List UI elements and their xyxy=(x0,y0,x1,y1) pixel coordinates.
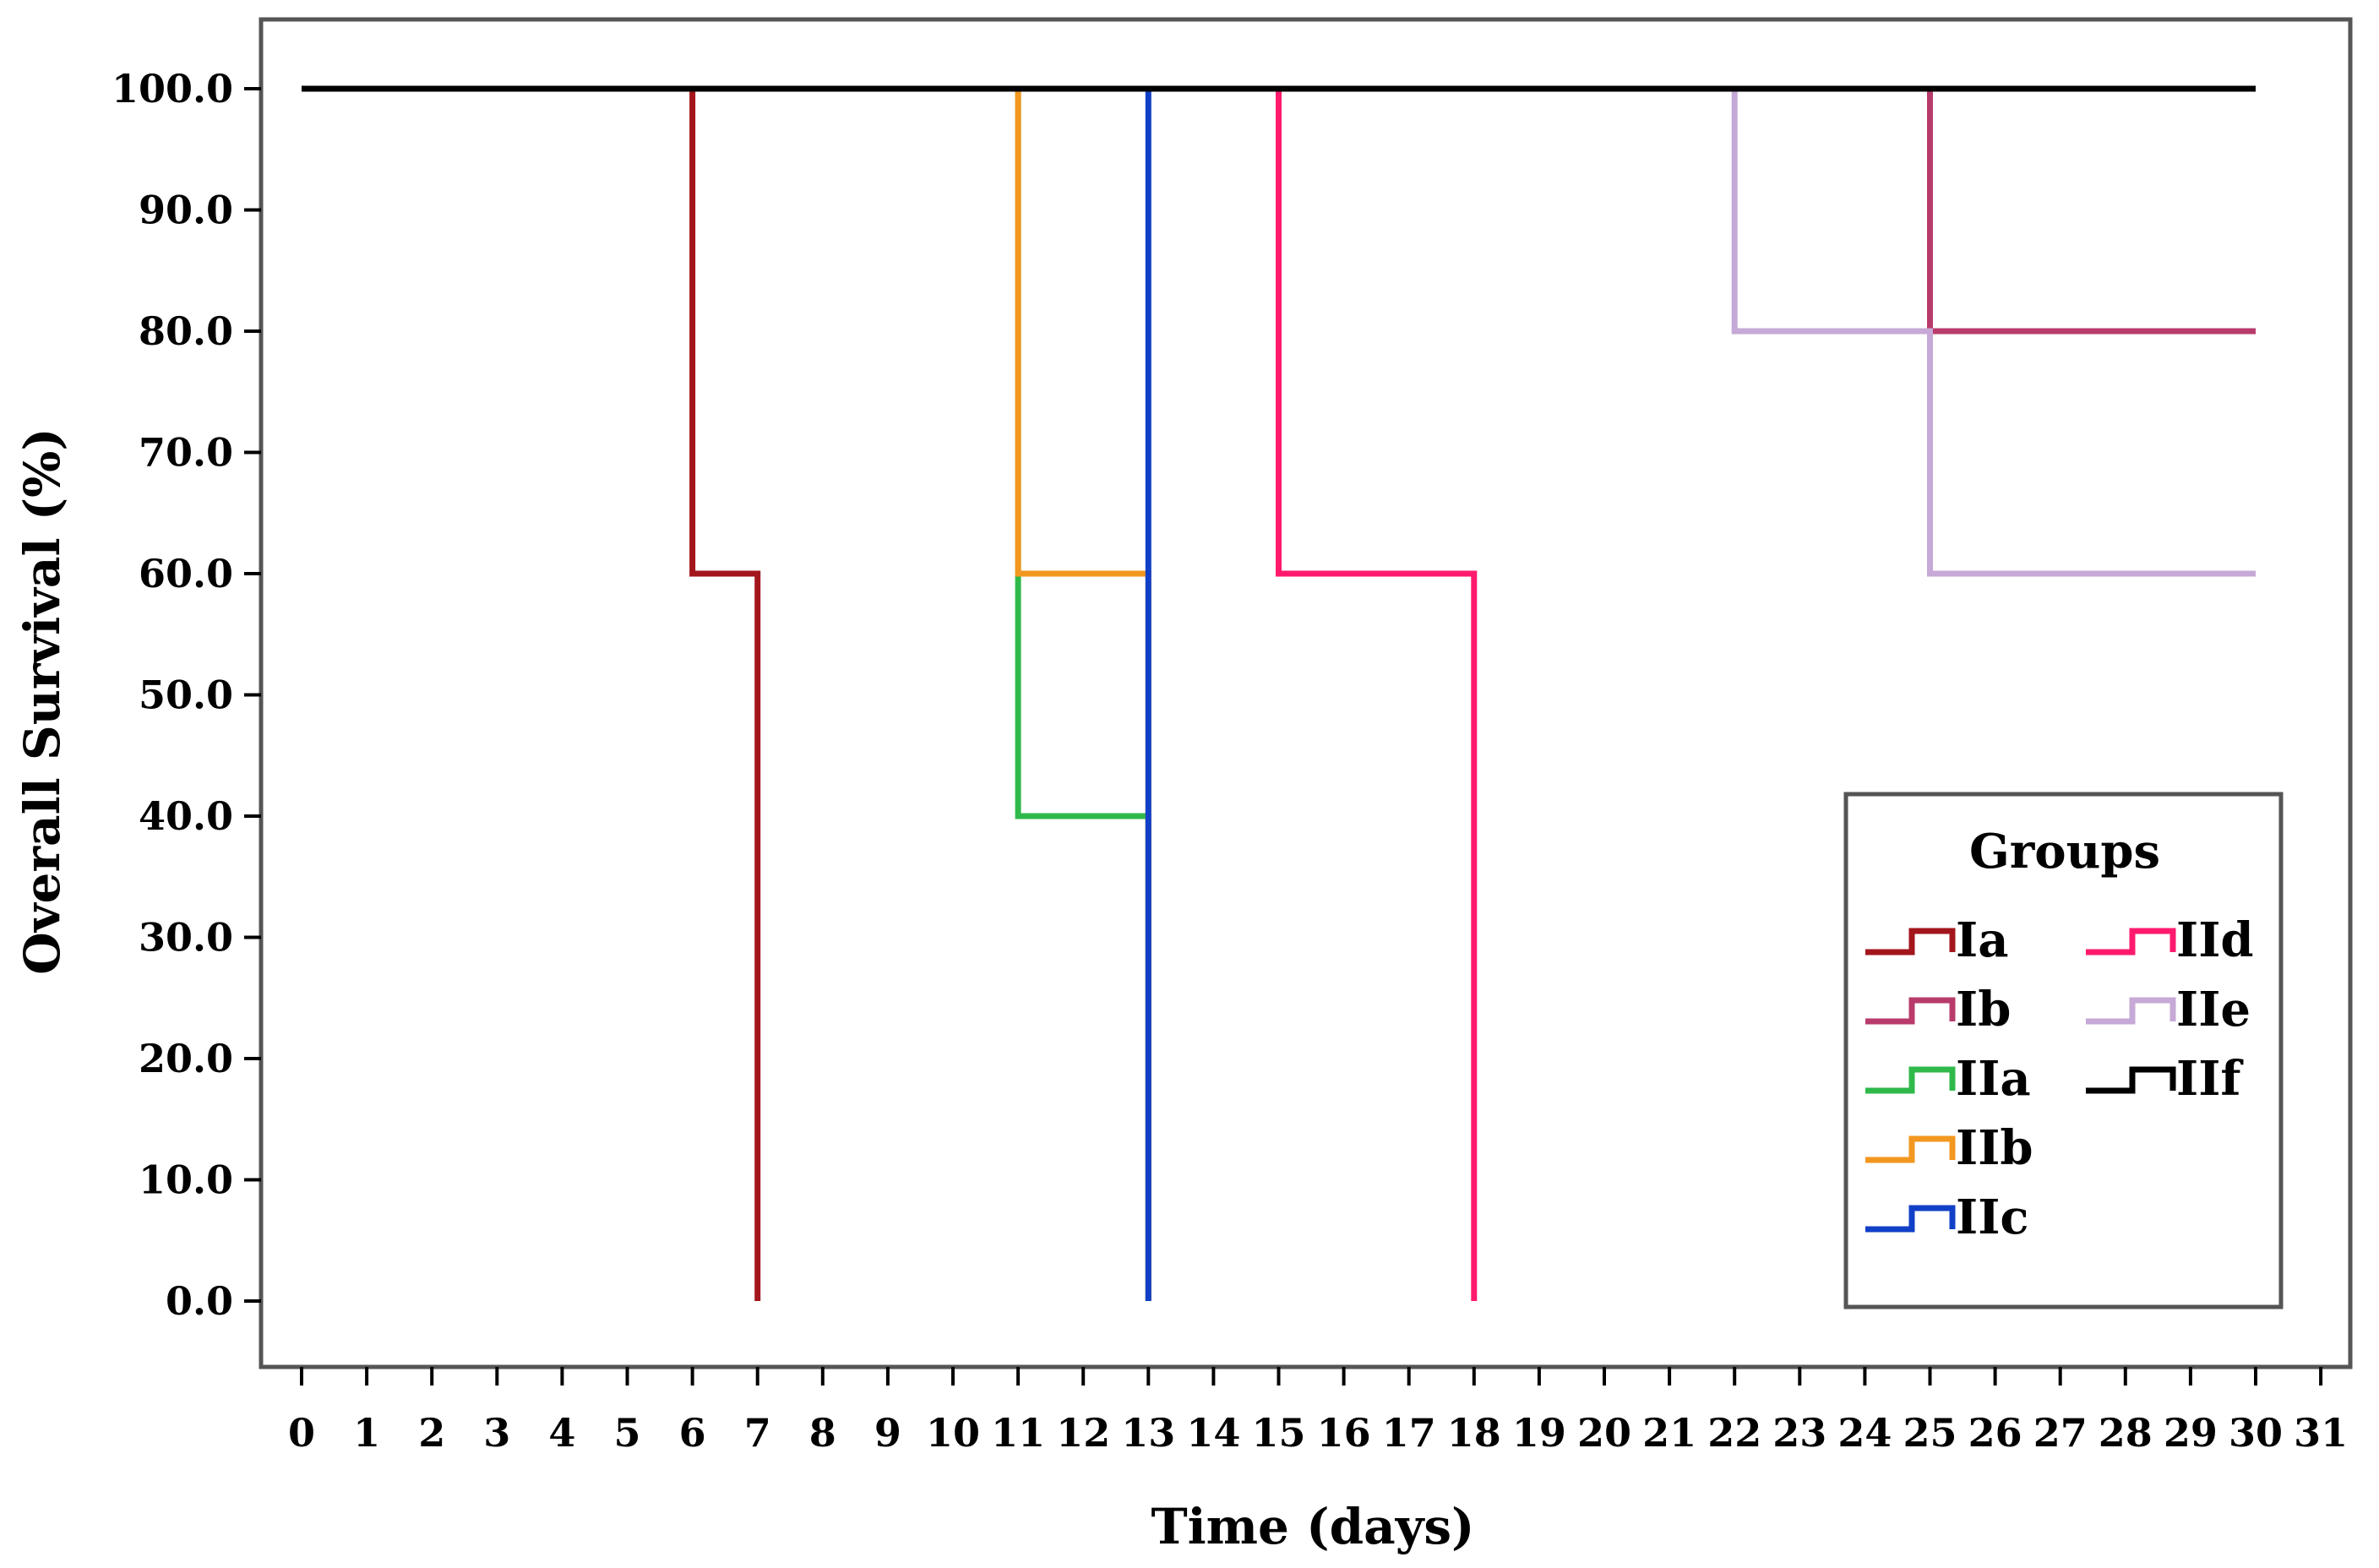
legend-swatch xyxy=(1865,1205,1956,1233)
x-tick-label: 2 xyxy=(418,1410,445,1456)
x-tick-label: 7 xyxy=(744,1410,771,1456)
legend-label: IId xyxy=(2176,912,2254,968)
legend-swatch xyxy=(1865,1135,1956,1163)
legend-swatch xyxy=(1865,928,1956,956)
x-tick-label: 10 xyxy=(926,1410,980,1456)
y-tick-label: 70.0 xyxy=(139,430,233,476)
series-group xyxy=(302,85,2256,1301)
x-tick-label: 19 xyxy=(1512,1410,1566,1456)
x-tick-label: 30 xyxy=(2229,1410,2283,1456)
x-tick-label: 3 xyxy=(483,1410,510,1456)
legend-swatch xyxy=(2086,1066,2176,1094)
x-tick-label: 1 xyxy=(353,1410,380,1456)
legend-swatch xyxy=(2086,997,2176,1025)
x-tick-label: 26 xyxy=(1968,1410,2022,1456)
y-tick-label: 10.0 xyxy=(139,1157,233,1203)
legend-label: Ia xyxy=(1956,912,2008,968)
legend-label: IIc xyxy=(1956,1190,2029,1245)
x-axis-title: Time (days) xyxy=(1151,1498,1474,1555)
x-tick-label: 13 xyxy=(1121,1410,1175,1456)
y-tick-label: 100.0 xyxy=(112,66,233,112)
x-tick-label: 11 xyxy=(991,1410,1045,1456)
y-tick-label: 90.0 xyxy=(139,188,233,233)
legend-swatch xyxy=(1865,1066,1956,1094)
legend-swatch xyxy=(1865,997,1956,1025)
legend-label: IIa xyxy=(1956,1051,2031,1107)
x-tick-label: 15 xyxy=(1251,1410,1305,1456)
y-tick-label: 30.0 xyxy=(139,915,233,961)
x-tick-label: 5 xyxy=(613,1410,640,1456)
x-tick-label: 12 xyxy=(1056,1410,1110,1456)
x-tick-label: 20 xyxy=(1577,1410,1631,1456)
legend-box xyxy=(1843,792,2284,1309)
x-tick-label: 29 xyxy=(2164,1410,2218,1456)
x-tick-label: 21 xyxy=(1642,1410,1696,1456)
x-tick-label: 9 xyxy=(874,1410,901,1456)
legend-title: Groups xyxy=(1969,824,2160,879)
legend-swatch xyxy=(2086,928,2176,956)
x-tick-label: 0 xyxy=(288,1410,315,1456)
x-tick-label: 8 xyxy=(809,1410,836,1456)
y-tick-label: 50.0 xyxy=(139,672,233,718)
x-tick-label: 27 xyxy=(2033,1410,2088,1456)
y-tick-label: 80.0 xyxy=(139,308,233,354)
legend: Groups Ia Ib IIa IIb IIc IId IIe IIf xyxy=(1843,792,2284,1309)
legend-label: IIe xyxy=(2176,982,2251,1037)
x-axis: 0 1 2 3 4 5 6 7 8 9 10 11 12 13 14 15 16 17 18 19 20 21 22 23 24… xyxy=(288,1367,2348,1456)
y-tick-label: 20.0 xyxy=(139,1036,233,1081)
y-axis-title: Overall Survival (%) xyxy=(14,427,71,974)
x-tick-label: 17 xyxy=(1382,1410,1436,1456)
y-tick-label: 60.0 xyxy=(139,551,233,596)
x-tick-label: 16 xyxy=(1317,1410,1371,1456)
x-tick-label: 23 xyxy=(1772,1410,1826,1456)
x-tick-label: 4 xyxy=(548,1410,575,1456)
y-tick-label: 40.0 xyxy=(139,793,233,839)
y-tick-label: 0.0 xyxy=(166,1278,233,1324)
legend-label: Ib xyxy=(1956,982,2011,1037)
x-tick-label: 14 xyxy=(1186,1410,1240,1456)
x-tick-label: 31 xyxy=(2294,1410,2348,1456)
x-tick-label: 6 xyxy=(679,1410,706,1456)
legend-label: IIb xyxy=(1956,1120,2033,1176)
legend-label: IIf xyxy=(2176,1051,2244,1107)
x-tick-label: 24 xyxy=(1837,1410,1892,1456)
x-tick-label: 25 xyxy=(1903,1410,1957,1456)
x-tick-label: 28 xyxy=(2099,1410,2153,1456)
x-tick-label: 22 xyxy=(1707,1410,1761,1456)
y-axis: 0.0 10.0 20.0 30.0 40.0 50.0 60.0 70.0 80.0 90.0 1… xyxy=(112,66,261,1324)
x-tick-label: 18 xyxy=(1447,1410,1501,1456)
